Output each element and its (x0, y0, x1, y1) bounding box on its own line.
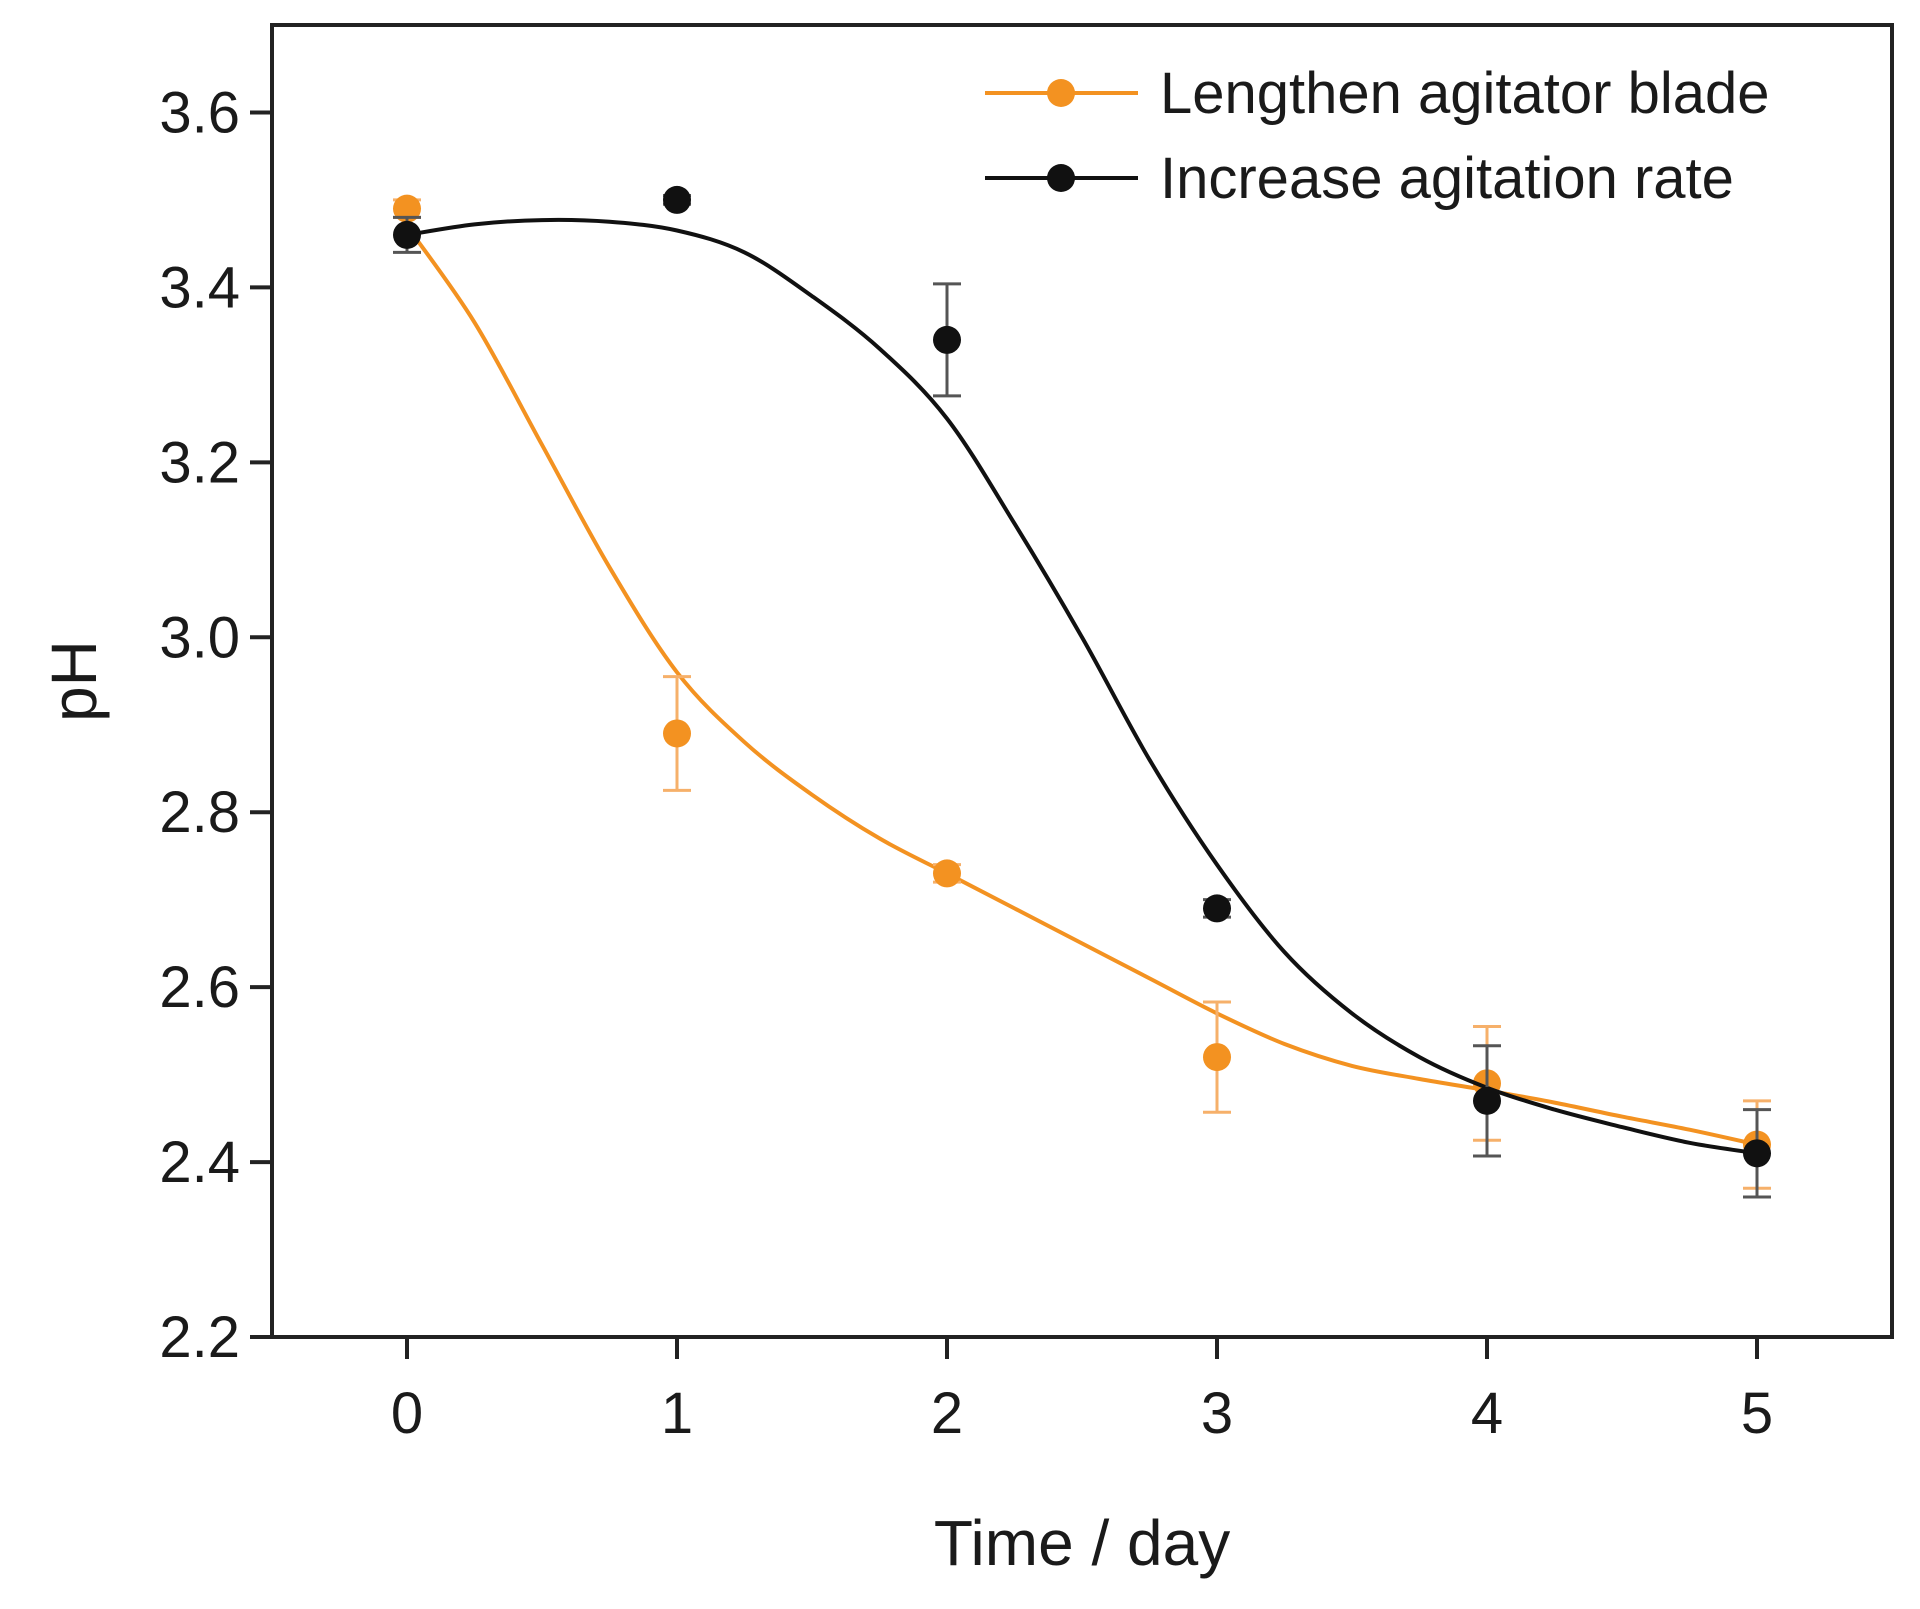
data-point (1203, 894, 1231, 923)
y-tick-label: 2.4 (159, 1130, 240, 1195)
y-axis: 2.2 2.4 2.6 2.8 3.0 3.2 3.4 3.6 (159, 80, 272, 1370)
plot-frame (270, 23, 1894, 1339)
legend-marker (1047, 79, 1075, 107)
data-point (1473, 1086, 1501, 1115)
y-tick-label: 2.6 (159, 955, 240, 1020)
y-tick-label: 3.6 (159, 80, 240, 145)
series-increase-agitation-rate (393, 185, 1771, 1199)
data-point (663, 185, 691, 214)
y-tick-label: 3.0 (159, 605, 240, 670)
data-point (663, 719, 691, 748)
legend: Lengthen agitator blade Increase agitatio… (985, 61, 1770, 211)
data-point (933, 859, 961, 888)
y-tick-label: 3.2 (159, 430, 240, 495)
fit-curve (406, 217, 1758, 1156)
fit-curve (405, 225, 1758, 1147)
y-tick-label: 2.2 (159, 1305, 240, 1370)
data-point (933, 325, 961, 354)
x-tick-label: 0 (391, 1381, 423, 1446)
data-point (393, 220, 421, 249)
x-tick-label: 5 (1741, 1381, 1773, 1446)
x-tick-label: 2 (931, 1381, 963, 1446)
y-tick-label: 3.4 (159, 255, 240, 320)
legend-label: Lengthen agitator blade (1160, 61, 1770, 126)
y-tick-label: 2.8 (159, 780, 240, 845)
data-point (1743, 1139, 1771, 1168)
legend-marker (1047, 164, 1075, 192)
data-point (1203, 1043, 1231, 1072)
series-lengthen-agitator-blade (393, 194, 1771, 1190)
x-tick-label: 1 (661, 1381, 693, 1446)
legend-label: Increase agitation rate (1160, 146, 1734, 211)
x-tick-label: 4 (1471, 1381, 1503, 1446)
data-point (393, 194, 421, 223)
legend-item-increase-agitation-rate: Increase agitation rate (985, 146, 1734, 211)
y-axis-title: pH (38, 640, 110, 722)
x-tick-label: 3 (1201, 1381, 1233, 1446)
legend-item-lengthen-agitator-blade: Lengthen agitator blade (985, 61, 1770, 126)
x-axis: 0 1 2 3 4 5 (391, 1337, 1773, 1446)
series-layer (393, 185, 1771, 1199)
x-axis-title: Time / day (934, 1507, 1230, 1579)
